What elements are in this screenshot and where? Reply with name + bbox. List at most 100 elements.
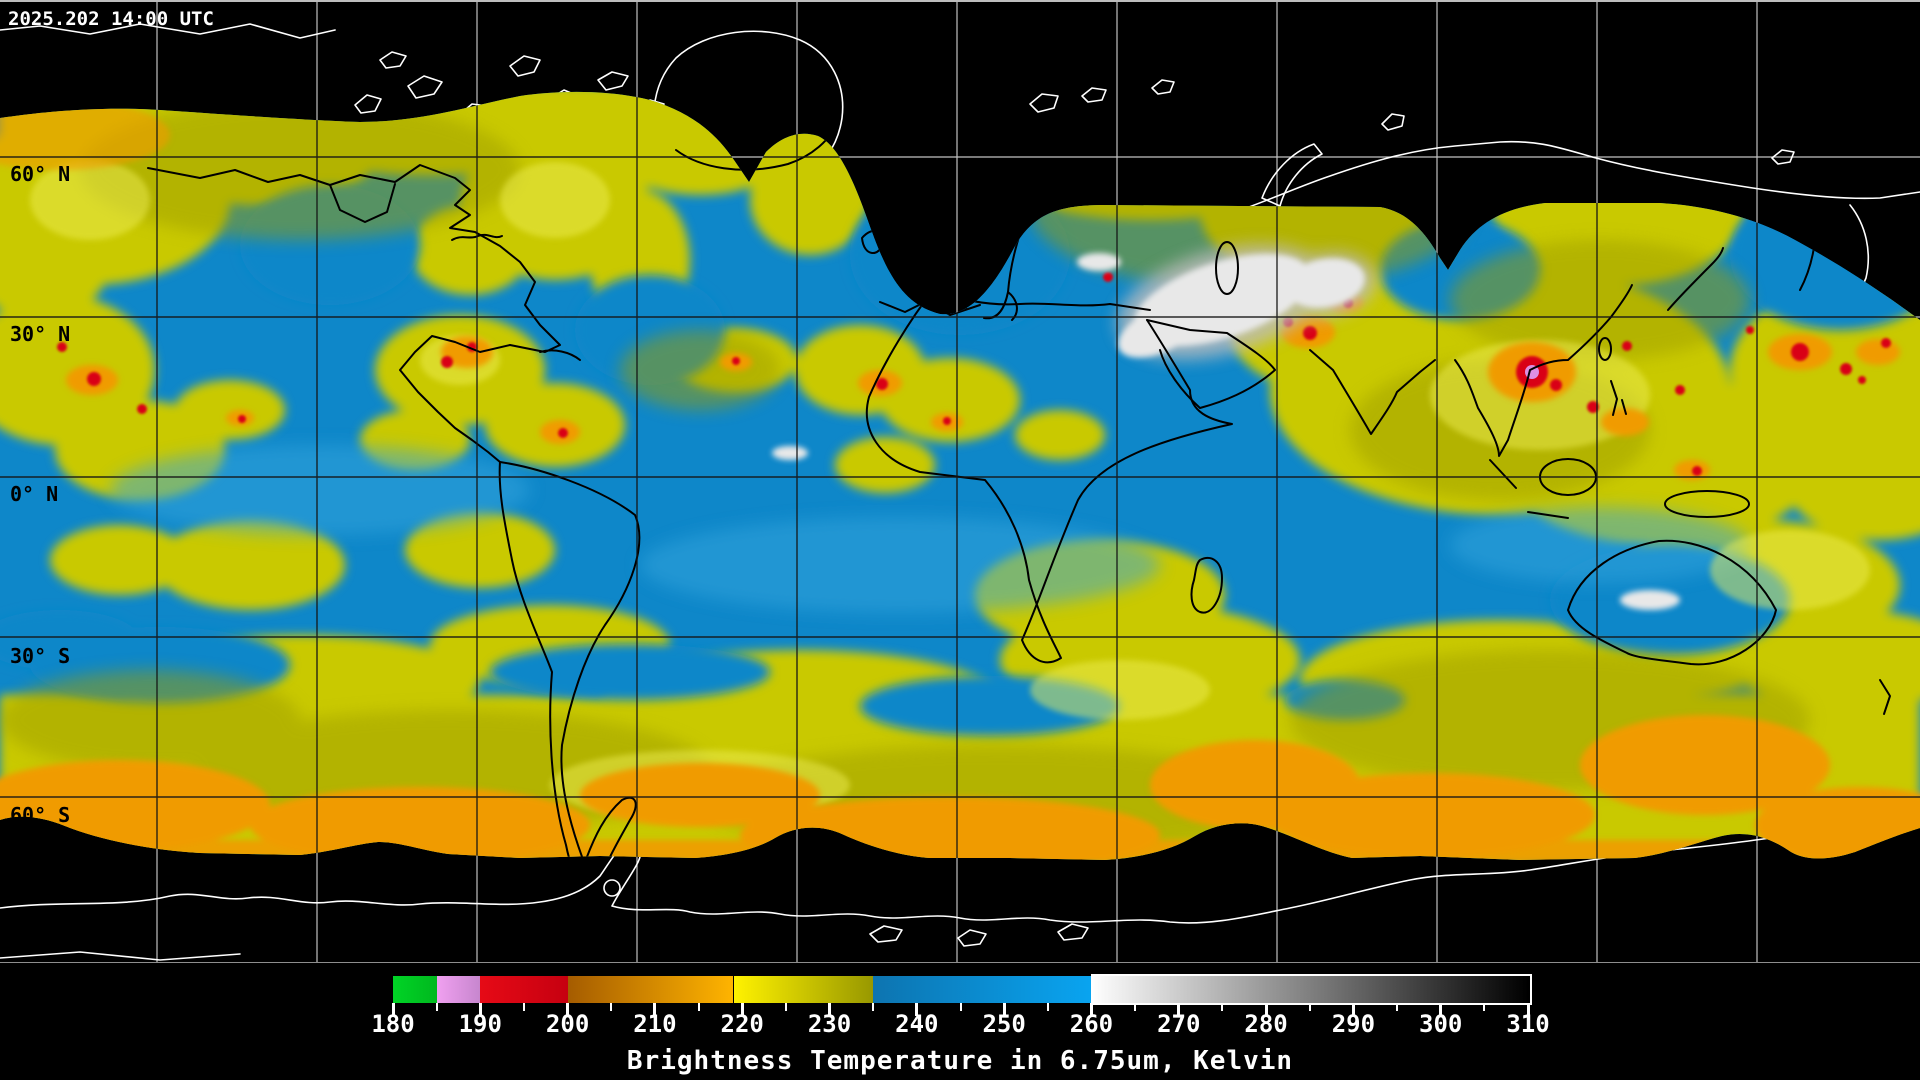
moist-blue-accents [110, 445, 1750, 613]
colorbar-segment-green [393, 976, 437, 1003]
colorbar-tick-label: 300 [1419, 1010, 1463, 1038]
colorbar-minor-tick [784, 1003, 787, 1011]
colorbar-minor-tick [697, 1003, 700, 1011]
colorbar-major-tick [1089, 1003, 1093, 1016]
colorbar-minor-tick [1221, 1003, 1224, 1011]
arctic-island [509, 55, 541, 77]
latitude-labels: 60° N 30° N 0° N 30° S 60° S [10, 162, 70, 827]
madagascar [1190, 557, 1223, 614]
colorbar-segment-grayscale [1091, 976, 1528, 1003]
arctic-island [597, 71, 629, 91]
arabia-coast [1146, 319, 1276, 409]
colorbar-major-tick [1264, 1003, 1268, 1016]
colorbar-minor-tick [1308, 1003, 1311, 1011]
colorbar-segment-blue [873, 976, 1092, 1003]
colorbar-major-tick [1351, 1003, 1355, 1016]
antarctic-peninsula-hook [603, 879, 621, 897]
latitude-label: 30° S [10, 644, 70, 668]
colorbar-tick-label: 220 [720, 1010, 764, 1038]
africa-coast [865, 289, 1233, 664]
colorbar-tick-label: 200 [545, 1010, 590, 1038]
top-border [0, 0, 1920, 2]
colorbar-tick-label: 240 [895, 1010, 939, 1038]
novaya-zemlya [1261, 143, 1323, 207]
colorbar-tick-label: 270 [1157, 1010, 1201, 1038]
colorbar-minor-tick [1483, 1003, 1486, 1011]
colorbar-minor-tick [872, 1003, 875, 1011]
new-guinea [1664, 490, 1750, 518]
colorbar-tick-label: 190 [458, 1010, 502, 1038]
world-map: 2025.202 14:00 UTC 60° N30° N0° N30° S60… [0, 0, 1920, 963]
caspian-sea [1215, 241, 1239, 295]
antarctic-island [957, 929, 987, 947]
colorbar-major-tick [653, 1003, 657, 1016]
warm-white-patches [772, 253, 1680, 610]
colorbar-major-tick [1526, 1003, 1530, 1016]
colorbar-major-tick [915, 1003, 919, 1016]
kamchatka-coast [1849, 204, 1870, 311]
latitude-label: 60° S [10, 803, 70, 827]
arctic-island [379, 51, 407, 69]
colorbar-minor-tick [1396, 1003, 1399, 1011]
timestamp: 2025.202 14:00 UTC [8, 8, 214, 30]
colorbar-major-tick [1439, 1003, 1443, 1016]
india-coast [1309, 349, 1436, 435]
colorbar-legend: 180 190 200 210 220 230 240 250 260 270 280 290 300 3… [0, 963, 1920, 1080]
colorbar-tick-label: 280 [1244, 1010, 1288, 1038]
colorbar-major-tick [1002, 1003, 1006, 1016]
arctic-island [407, 75, 443, 99]
severnaya-zemlya [1381, 113, 1405, 131]
antarctic-island [1057, 923, 1089, 941]
alaska-arctic-coast [0, 23, 336, 39]
colorbar-minor-tick [1134, 1003, 1137, 1011]
antarctic-peninsula [584, 796, 637, 860]
arctic-island [354, 94, 382, 114]
colorbar-tick-label: 180 [371, 1010, 415, 1038]
north-america-coast [147, 164, 561, 463]
antarctic-island [869, 925, 903, 943]
colorbar-major-tick [1177, 1003, 1181, 1016]
svalbard-island [1081, 87, 1107, 103]
antarctica-coast [0, 799, 1920, 924]
colorbar-minor-tick [610, 1003, 613, 1011]
colorbar-tick-label: 310 [1506, 1010, 1550, 1038]
colorbar-minor-tick [959, 1003, 962, 1011]
colorbar-major-tick [828, 1003, 832, 1016]
great-lakes [451, 233, 503, 241]
siberia-coast [1234, 140, 1920, 213]
colorbar-tick-label: 250 [982, 1010, 1026, 1038]
colorbar-tick-label: 230 [807, 1010, 852, 1038]
colorbar-tick-label: 210 [633, 1010, 677, 1038]
philippines [1610, 380, 1627, 416]
franz-josef-land [1151, 79, 1175, 95]
colorbar-caption: Brightness Temperature in 6.75um, Kelvin [626, 1046, 1294, 1076]
colorbar-minor-tick [1046, 1003, 1049, 1011]
new-zealand [1879, 679, 1891, 715]
antarctica-inner-coast [0, 951, 241, 961]
hudson-bay [329, 183, 396, 223]
colorbar-tick-label: 260 [1069, 1010, 1114, 1038]
colorbar-segment-violet [436, 976, 481, 1003]
colorbar-segment-orange [567, 976, 734, 1003]
cuba [539, 349, 581, 361]
taiwan [1598, 337, 1612, 361]
sumatra-java [1489, 459, 1569, 519]
colorbar [393, 974, 1532, 1005]
colorbar-major-tick [740, 1003, 744, 1016]
colorbar-major-tick [391, 1003, 395, 1016]
colorbar-tick-label: 290 [1331, 1010, 1376, 1038]
colorbar-minor-tick [435, 1003, 438, 1011]
baltic [1007, 291, 1018, 321]
colorbar-major-tick [478, 1003, 482, 1016]
colorbar-major-tick [566, 1003, 570, 1016]
latitude-label: 60° N [10, 162, 70, 186]
svalbard [1029, 93, 1059, 113]
japan-arc [1667, 247, 1724, 311]
colorbar-segment-yellow-olive [733, 976, 874, 1003]
colorbar-minor-tick [522, 1003, 525, 1011]
australia-coast [1567, 539, 1777, 666]
colorbar-segment-red [480, 976, 568, 1003]
latitude-label: 30° N [10, 322, 70, 346]
latitude-label: 0° N [10, 482, 58, 506]
